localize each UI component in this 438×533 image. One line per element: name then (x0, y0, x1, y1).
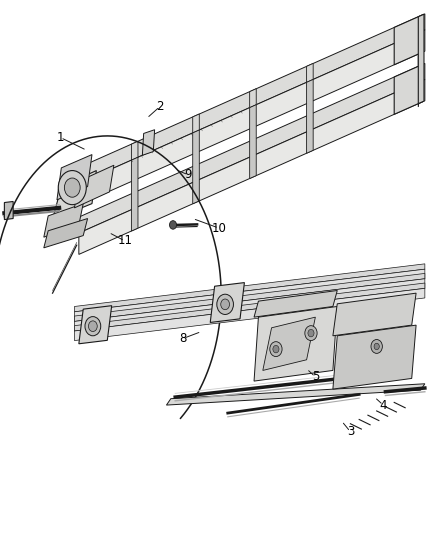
Polygon shape (307, 79, 313, 154)
Polygon shape (74, 288, 425, 341)
Text: 11: 11 (117, 235, 132, 247)
Text: 4: 4 (379, 399, 387, 411)
Polygon shape (315, 20, 423, 97)
Polygon shape (4, 201, 13, 220)
Text: 3: 3 (347, 425, 354, 438)
Polygon shape (79, 30, 425, 205)
Text: 9: 9 (184, 168, 192, 181)
Polygon shape (131, 157, 138, 231)
Circle shape (64, 178, 80, 197)
Polygon shape (131, 141, 138, 160)
Circle shape (273, 345, 279, 353)
Circle shape (374, 343, 379, 350)
Polygon shape (333, 293, 416, 336)
Polygon shape (74, 283, 425, 331)
Polygon shape (74, 279, 425, 331)
Text: 2: 2 (156, 100, 164, 113)
Polygon shape (142, 130, 155, 155)
Polygon shape (44, 204, 83, 237)
Polygon shape (74, 269, 425, 321)
Text: 5: 5 (312, 370, 319, 383)
Polygon shape (193, 130, 199, 204)
Polygon shape (79, 306, 112, 344)
Polygon shape (53, 171, 96, 220)
Polygon shape (74, 165, 114, 208)
Polygon shape (254, 306, 337, 381)
Polygon shape (333, 325, 416, 389)
Circle shape (85, 317, 101, 336)
Polygon shape (254, 290, 337, 317)
Polygon shape (394, 15, 423, 64)
Polygon shape (79, 14, 425, 183)
Polygon shape (79, 79, 425, 254)
Polygon shape (74, 273, 425, 321)
Circle shape (270, 342, 282, 357)
Circle shape (217, 294, 233, 314)
Circle shape (305, 326, 317, 341)
Polygon shape (44, 219, 88, 248)
Polygon shape (166, 384, 425, 405)
Circle shape (170, 221, 177, 229)
Circle shape (88, 321, 97, 332)
Polygon shape (210, 282, 244, 322)
Polygon shape (79, 63, 425, 233)
Polygon shape (307, 63, 313, 82)
Polygon shape (193, 114, 199, 133)
Text: 8: 8 (180, 332, 187, 345)
Polygon shape (418, 14, 424, 103)
Polygon shape (263, 317, 315, 370)
Circle shape (371, 340, 382, 353)
Polygon shape (394, 64, 423, 114)
Circle shape (308, 329, 314, 337)
Polygon shape (418, 20, 423, 107)
Text: 10: 10 (212, 222, 226, 235)
Polygon shape (57, 155, 92, 200)
Polygon shape (250, 104, 256, 179)
Polygon shape (74, 264, 425, 312)
Circle shape (58, 171, 86, 205)
Circle shape (221, 299, 230, 310)
Text: 1: 1 (57, 131, 64, 144)
Polygon shape (250, 88, 256, 108)
